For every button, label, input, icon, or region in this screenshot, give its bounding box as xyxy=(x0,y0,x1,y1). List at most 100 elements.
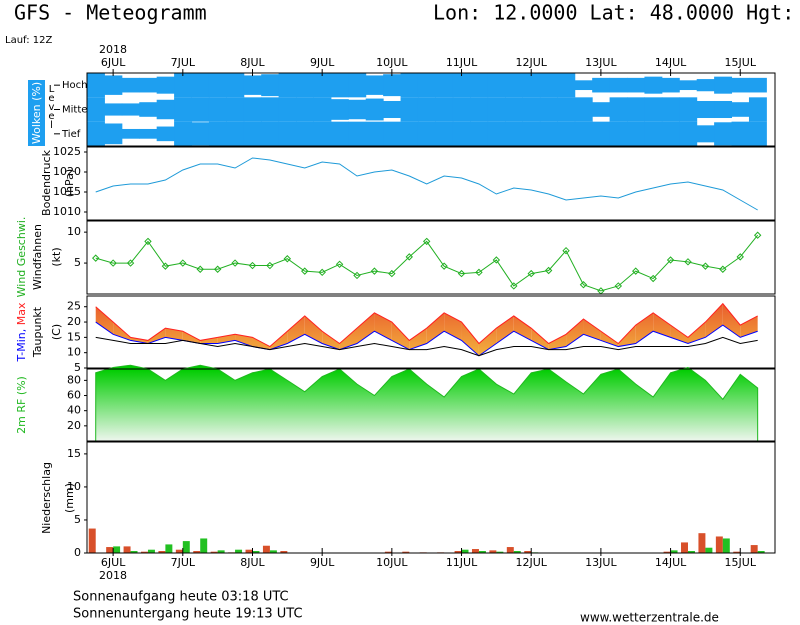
y-tick-label: 0 xyxy=(74,546,81,559)
panel-bg xyxy=(87,442,775,553)
cloud-cell xyxy=(156,76,175,94)
y-tick-label: 10 xyxy=(67,346,81,359)
cloud-cell xyxy=(522,73,541,98)
marker xyxy=(266,261,274,270)
x-tick-label-bottom: 14JUL xyxy=(655,556,687,569)
marker xyxy=(422,237,431,246)
temp-line xyxy=(95,336,758,357)
bar xyxy=(113,546,121,553)
cloud-cell xyxy=(191,73,210,98)
cloud-cell xyxy=(348,121,367,146)
cloud-cell xyxy=(679,121,698,146)
temp-range xyxy=(740,315,758,338)
cloud-cell xyxy=(226,73,245,98)
humidity-area xyxy=(95,364,759,442)
x-tick-label-bottom: 10JUL xyxy=(376,556,408,569)
cloud-cell xyxy=(679,97,698,122)
cloud-cell xyxy=(627,77,645,93)
cloud-cell xyxy=(748,97,767,122)
bar xyxy=(402,551,410,553)
y-unit: (C) xyxy=(50,324,63,340)
bar xyxy=(733,551,741,553)
bar xyxy=(269,550,277,553)
bar xyxy=(130,551,138,553)
bar xyxy=(88,528,96,553)
bar xyxy=(193,551,201,553)
marker xyxy=(161,262,170,270)
marker xyxy=(231,259,239,267)
cloud-cell xyxy=(348,99,367,120)
marker xyxy=(457,269,466,278)
cloud-cell xyxy=(208,97,227,122)
bar xyxy=(715,536,723,553)
temp-range xyxy=(339,328,358,350)
cloud-cell xyxy=(348,73,367,98)
panel-frame xyxy=(86,72,776,147)
cloud-cell xyxy=(383,74,402,97)
cloud-cell xyxy=(574,97,593,122)
y-label: Wolken (%) xyxy=(30,82,43,144)
bar xyxy=(461,549,469,553)
cloud-cell xyxy=(748,77,767,93)
cloud-cell xyxy=(365,98,384,121)
cloud-cell xyxy=(557,97,576,122)
marker xyxy=(126,259,135,267)
x-tick-label-top: 13JUL xyxy=(585,56,617,69)
marker xyxy=(701,262,710,270)
cloud-cell xyxy=(400,73,419,98)
temp-range xyxy=(252,337,270,350)
cloud-cell xyxy=(174,121,193,146)
marker xyxy=(370,267,379,275)
cloud-cell xyxy=(330,73,349,98)
location: Lon: 12.0000 Lat: 48.0000 Hgt: 5 xyxy=(433,1,800,25)
bar xyxy=(489,550,497,553)
cloud-cell xyxy=(156,126,175,142)
sunset: Sonnenuntergang heute 19:13 UTC xyxy=(73,607,303,622)
cloud-cell xyxy=(627,97,645,122)
y-tick-label: 10 xyxy=(67,225,81,238)
x-tick-label-top: 9JUL xyxy=(310,56,335,69)
y-tick-label: 20 xyxy=(67,419,81,432)
sunrise: Sonnenaufgang heute 03:18 UTC xyxy=(73,590,289,605)
cloud-cell xyxy=(417,73,436,98)
cloud-cell xyxy=(522,97,541,122)
cloud-cell xyxy=(383,121,402,146)
bar xyxy=(722,538,730,553)
marker xyxy=(213,265,222,273)
cloud-cell xyxy=(104,75,123,95)
cloud-cell xyxy=(139,102,158,117)
bar xyxy=(147,549,155,553)
bar xyxy=(687,551,695,553)
cloud-cell xyxy=(208,121,227,146)
bar xyxy=(750,545,758,553)
cloud-cell xyxy=(487,97,506,122)
panel-frame xyxy=(86,220,776,295)
cloud-cell xyxy=(452,73,471,98)
cloud-cell xyxy=(644,97,663,122)
bar xyxy=(454,551,462,553)
marker xyxy=(579,281,588,289)
panel-frame xyxy=(86,368,776,442)
y-tick-label: 5 xyxy=(74,256,81,269)
marker xyxy=(510,282,518,290)
bar xyxy=(506,547,514,553)
cloud-cell xyxy=(104,123,123,145)
cloud-cell xyxy=(644,76,663,94)
temp-range xyxy=(426,312,445,344)
bar xyxy=(123,546,131,553)
y-tick-label: 1020 xyxy=(53,165,81,178)
marker xyxy=(248,261,257,270)
temp-range xyxy=(165,328,183,341)
cloud-cell xyxy=(296,73,314,98)
bar xyxy=(175,549,183,553)
x-tick-label-top: 8JUL xyxy=(240,56,265,69)
panel-frame xyxy=(86,441,776,554)
legend-tmin: T-Min, xyxy=(15,329,28,363)
cloud-cell xyxy=(400,97,419,122)
cloud-cell xyxy=(174,73,193,98)
temp-range xyxy=(635,312,654,344)
y-label: Taupunkt xyxy=(31,306,44,358)
x-tick-label-top: 11JUL xyxy=(446,56,478,69)
bar xyxy=(165,544,173,553)
